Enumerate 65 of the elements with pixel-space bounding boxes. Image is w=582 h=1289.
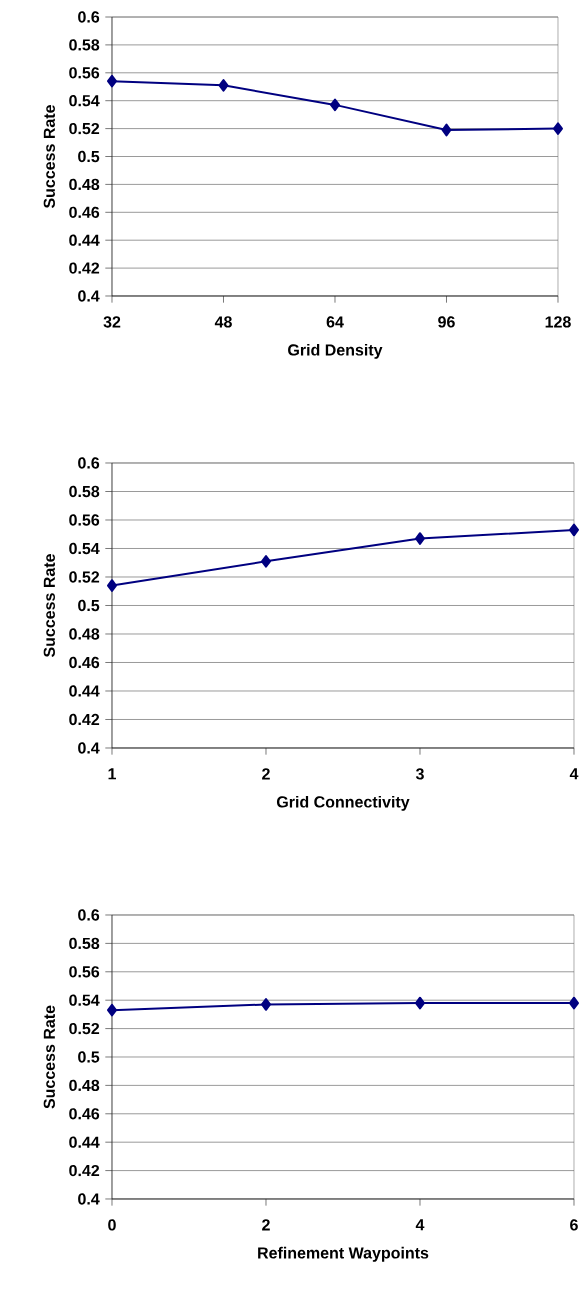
y-tick-label: 0.4 <box>78 742 100 754</box>
y-tick-label: 0.58 <box>69 39 100 51</box>
point <box>414 996 425 1010</box>
point <box>441 123 452 137</box>
point <box>106 74 117 88</box>
x-tick-label: 1 <box>108 768 116 780</box>
y-axis-title: Success Rate <box>43 1005 55 1109</box>
y-tick-label: 0.54 <box>69 542 100 555</box>
y-tick-label: 0.58 <box>69 937 100 950</box>
y-tick-label: 0.48 <box>69 628 100 640</box>
y-tick-label: 0.54 <box>69 95 100 107</box>
point <box>260 554 271 568</box>
point <box>329 98 340 112</box>
y-tick-label: 0.46 <box>69 656 100 669</box>
y-axis-title: Success Rate <box>43 105 55 209</box>
x-tick-label: 48 <box>214 316 232 328</box>
y-tick-label: 0.44 <box>69 234 100 246</box>
y-tick-label: 0.56 <box>69 514 100 526</box>
y-tick-label: 0.52 <box>69 571 100 583</box>
y-tick-label: 0.4 <box>78 1193 100 1205</box>
x-tick-label: 3 <box>415 768 424 780</box>
x-tick-label: 64 <box>326 316 344 328</box>
y-axis-title: Success Rate <box>43 554 55 658</box>
point <box>552 122 563 135</box>
y-tick-label: 0.42 <box>69 262 100 274</box>
y-tick-label: 0.5 <box>78 599 100 612</box>
y-tick-label: 0.42 <box>69 713 100 726</box>
x-tick-label: 2 <box>262 1219 270 1231</box>
y-tick-label: 0.4 <box>78 290 100 302</box>
point <box>568 996 579 1010</box>
y-tick-label: 0.56 <box>69 67 100 79</box>
y-tick-label: 0.44 <box>69 685 100 697</box>
y-tick-label: 0.6 <box>78 11 100 23</box>
x-tick-label: 2 <box>262 768 270 780</box>
y-tick-label: 0.54 <box>69 994 100 1006</box>
x-axis-title: Grid Density <box>288 343 383 359</box>
y-tick-label: 0.6 <box>78 909 100 921</box>
y-tick-label: 0.48 <box>69 1079 100 1092</box>
x-axis-title: Refinement Waypoints <box>258 1246 429 1262</box>
x-tick-label: 4 <box>569 768 579 780</box>
y-tick-label: 0.58 <box>69 485 100 498</box>
x-tick-label: 96 <box>438 316 455 328</box>
point <box>106 579 117 592</box>
y-tick-label: 0.44 <box>69 1136 100 1148</box>
y-tick-label: 0.46 <box>69 206 100 218</box>
point <box>260 998 271 1011</box>
x-tick-label: 6 <box>570 1219 578 1231</box>
y-tick-label: 0.46 <box>69 1108 100 1120</box>
x-tick-label: 4 <box>415 1219 425 1231</box>
y-tick-label: 0.5 <box>78 150 100 163</box>
point <box>568 523 579 537</box>
y-tick-label: 0.56 <box>69 966 100 978</box>
point <box>106 1003 117 1017</box>
y-tick-label: 0.52 <box>69 1022 100 1035</box>
point <box>218 79 229 92</box>
x-tick-label: 128 <box>545 316 571 328</box>
point <box>414 532 425 545</box>
y-tick-label: 0.42 <box>69 1164 100 1177</box>
y-tick-label: 0.52 <box>69 122 100 135</box>
y-tick-label: 0.5 <box>78 1051 100 1063</box>
y-tick-label: 0.6 <box>78 457 100 469</box>
y-tick-label: 0.48 <box>69 178 100 191</box>
x-tick-label: 0 <box>108 1219 116 1231</box>
x-axis-title: Grid Connectivity <box>276 795 410 811</box>
x-tick-label: 32 <box>103 316 121 328</box>
